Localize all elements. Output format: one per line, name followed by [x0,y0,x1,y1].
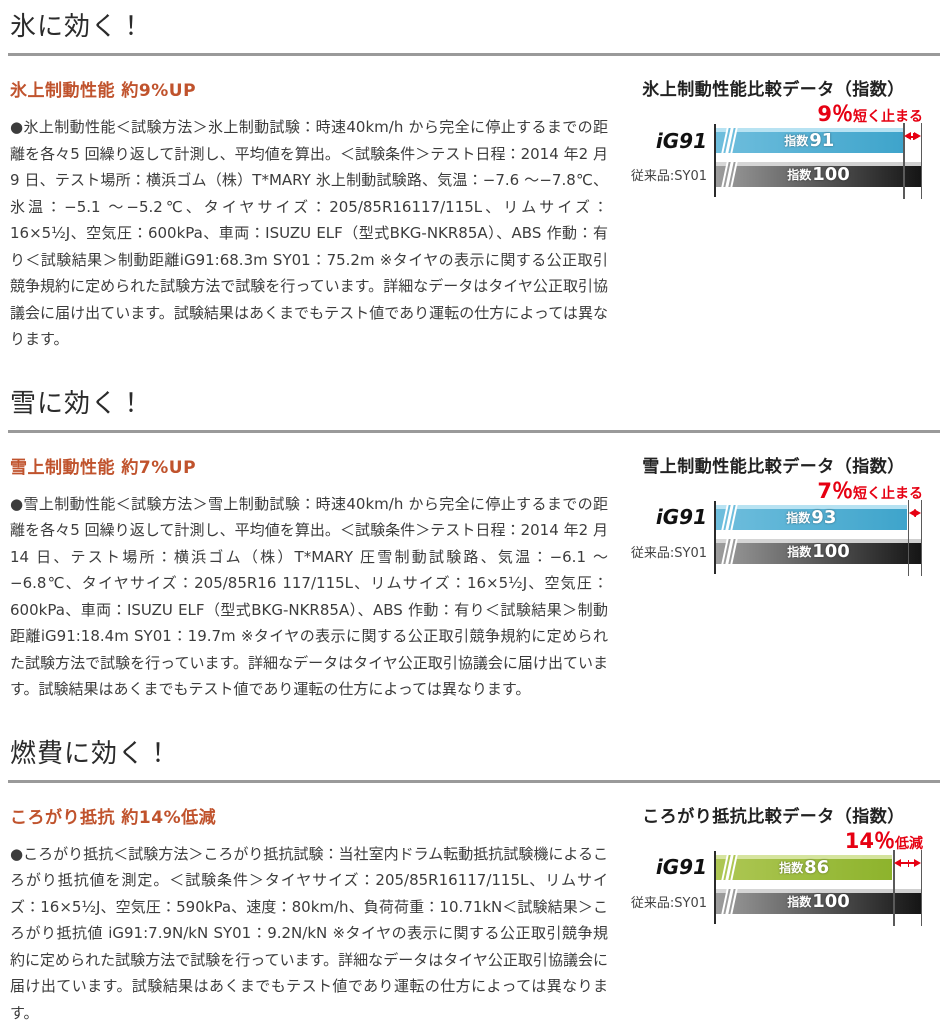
callout-text: 短く止まる [853,109,923,125]
section-text-column: ころがり抵抗 約14%低減 ●ころがり抵抗＜試験方法＞ころがり抵抗試験：当社室内… [8,800,608,1026]
conventional-label: 従来品:SY01 [631,892,707,911]
section-fuel: 燃費に効く！ ころがり抵抗 約14%低減 ●ころがり抵抗＜試験方法＞ころがり抵抗… [8,733,940,1026]
bar-labels: iG91 従来品:SY01 [626,855,714,914]
callout-percent: 7％ [817,479,853,503]
callout-percent: 14％ [845,829,895,853]
bar-value: 86 [804,857,829,878]
bar-value-unit: 指数 [787,893,811,910]
chart-title: ころがり抵抗比較データ（指数） [626,802,921,827]
bar-labels: iG91 従来品:SY01 [626,128,714,187]
axis-break-mark [721,539,738,564]
section-text-column: 雪上制動性能 約7%UP ●雪上制動性能＜試験方法＞雪上制動試験：時速40km/… [8,450,608,703]
section-text-column: 氷上制動性能 約9%UP ●氷上制動性能＜試験方法＞氷上制動試験：時速40km/… [8,73,608,353]
performance-subheading: ころがり抵抗 約14%低減 [10,803,608,828]
conventional-label: 従来品:SY01 [631,165,707,184]
section-ice: 氷に効く！ 氷上制動性能 約9%UP ●氷上制動性能＜試験方法＞氷上制動試験：時… [8,6,940,353]
bar-labels: iG91 従来品:SY01 [626,505,714,564]
bar-value: 93 [811,507,836,528]
section-heading: 雪に効く！ [10,383,940,420]
bar-value-unit: 指数 [779,859,803,876]
chart-title: 雪上制動性能比較データ（指数） [626,452,921,477]
rolling-resistance-comparison-chart: ころがり抵抗比較データ（指数） 14％低減 iG91 従来品:SY01 [626,800,921,914]
product-label: iG91 [656,855,707,879]
axis-break-mark [721,889,738,914]
bar-value: 91 [809,130,834,151]
ice-braking-comparison-chart: 氷上制動性能比較データ（指数） 9％短く止まる iG91 従来品:SY01 [626,73,921,187]
improvement-callout: 7％短く止まる [626,479,923,504]
product-label: iG91 [656,129,707,153]
bar-value-unit: 指数 [784,132,808,149]
divider [8,53,940,56]
test-description: ●雪上制動性能＜試験方法＞雪上制動試験：時速40km/h から完全に停止するまで… [10,491,608,703]
improvement-callout: 9％短く止まる [626,102,923,127]
axis-break-mark [721,855,738,880]
conventional-label: 従来品:SY01 [631,542,707,561]
divider [8,780,940,783]
axis-break-mark [721,162,738,187]
chart-title: 氷上制動性能比較データ（指数） [626,75,921,100]
difference-arrow [909,509,922,518]
divider [8,430,940,433]
performance-subheading: 氷上制動性能 約9%UP [10,76,608,101]
bar-value-unit: 指数 [787,543,811,560]
axis-break-mark [721,128,738,153]
product-label: iG91 [656,505,707,529]
difference-arrow [894,859,921,868]
bar-value-unit: 指数 [786,509,810,526]
bar-value: 100 [812,541,850,562]
callout-percent: 9％ [817,102,853,126]
section-heading: 燃費に効く！ [10,733,940,770]
test-description: ●氷上制動性能＜試験方法＞氷上制動試験：時速40km/h から完全に停止するまで… [10,114,608,353]
bar-value-unit: 指数 [787,166,811,183]
axis-break-mark [721,505,738,530]
test-description: ●ころがり抵抗＜試験方法＞ころがり抵抗試験：当社室内ドラム転動抵抗試験機によるこ… [10,841,608,1026]
bar-value: 100 [812,891,850,912]
callout-text: 低減 [895,836,923,852]
difference-arrow [904,132,921,141]
section-heading: 氷に効く！ [10,6,940,43]
performance-subheading: 雪上制動性能 約7%UP [10,453,608,478]
callout-text: 短く止まる [853,486,923,502]
improvement-callout: 14％低減 [626,829,923,854]
section-snow: 雪に効く！ 雪上制動性能 約7%UP ●雪上制動性能＜試験方法＞雪上制動試験：時… [8,383,940,703]
bar-value: 100 [812,164,850,185]
snow-braking-comparison-chart: 雪上制動性能比較データ（指数） 7％短く止まる iG91 従来品:SY01 [626,450,921,564]
